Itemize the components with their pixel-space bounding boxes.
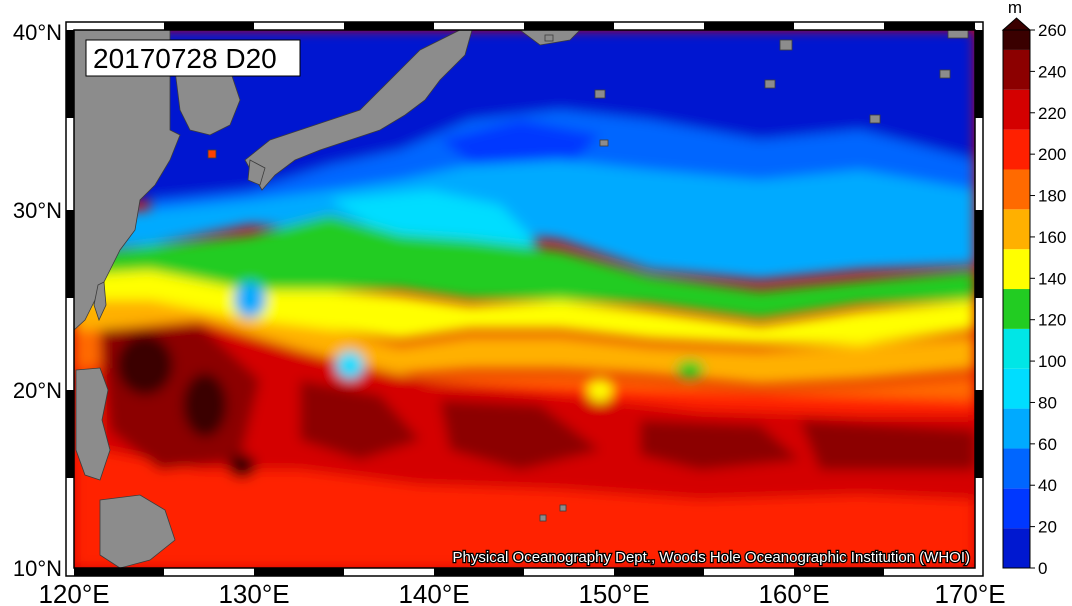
lat-label-40n: 40°N (13, 20, 62, 45)
colorbar-overflow-arrow (1001, 17, 1032, 31)
colorbar-tick-label: 220 (1038, 104, 1066, 123)
colorbar-band (1003, 448, 1030, 489)
lon-label-170e: 170°E (934, 579, 1005, 606)
date-label: 20170728 D20 (93, 43, 277, 74)
colorbar-band (1003, 30, 1030, 50)
credit-text: Physical Oceanography Dept., Woods Hole … (453, 549, 970, 566)
colorbar-tick-label: 200 (1038, 145, 1066, 164)
colorbar-band (1003, 249, 1030, 290)
colorbar-band (1003, 209, 1030, 250)
colorbar-unit: m (1008, 0, 1022, 17)
lat-label-10n: 10°N (13, 556, 62, 581)
colorbar-tick-label: 0 (1038, 559, 1047, 578)
colorbar-frame (1002, 29, 1031, 569)
colorbar-band (1003, 528, 1030, 568)
colorbar-band (1003, 129, 1030, 170)
colorbar-tick-label: 100 (1038, 352, 1066, 371)
lon-label-160e: 160°E (758, 579, 829, 606)
map-frame-ticks (66, 22, 983, 576)
colorbar-band (1003, 408, 1030, 449)
colorbar-tick-label: 180 (1038, 187, 1066, 206)
lon-label-120e: 120°E (38, 579, 109, 606)
depth-field (74, 30, 975, 568)
colorbar-tick-label: 80 (1038, 393, 1057, 412)
lat-label-30n: 30°N (13, 198, 62, 223)
map-outer-frame (65, 21, 984, 577)
colorbar-tick-label: 60 (1038, 435, 1057, 454)
land-masses (74, 30, 969, 568)
colorbar-band (1003, 488, 1030, 529)
colorbar-band (1003, 169, 1030, 210)
colorbar-tick-label: 140 (1038, 269, 1066, 288)
lat-label-20n: 20°N (13, 378, 62, 403)
colorbar-tick-label: 240 (1038, 62, 1066, 81)
colorbar-band (1003, 289, 1030, 329)
colorbar-band (1003, 49, 1030, 90)
colorbar-tick-label: 160 (1038, 228, 1066, 247)
date-label-box (85, 39, 301, 77)
lon-label-130e: 130°E (218, 579, 289, 606)
colorbar-tick-label: 260 (1038, 21, 1066, 40)
colorbar-tick-label: 20 (1038, 518, 1057, 537)
colorbar-band (1003, 368, 1030, 409)
colorbar-band (1003, 328, 1030, 369)
colorbar-tick-label: 120 (1038, 311, 1066, 330)
lon-label-140e: 140°E (398, 579, 469, 606)
colorbar-tick-label: 40 (1038, 476, 1057, 495)
colorbar-band (1003, 89, 1030, 130)
lon-label-150e: 150°E (578, 579, 649, 606)
